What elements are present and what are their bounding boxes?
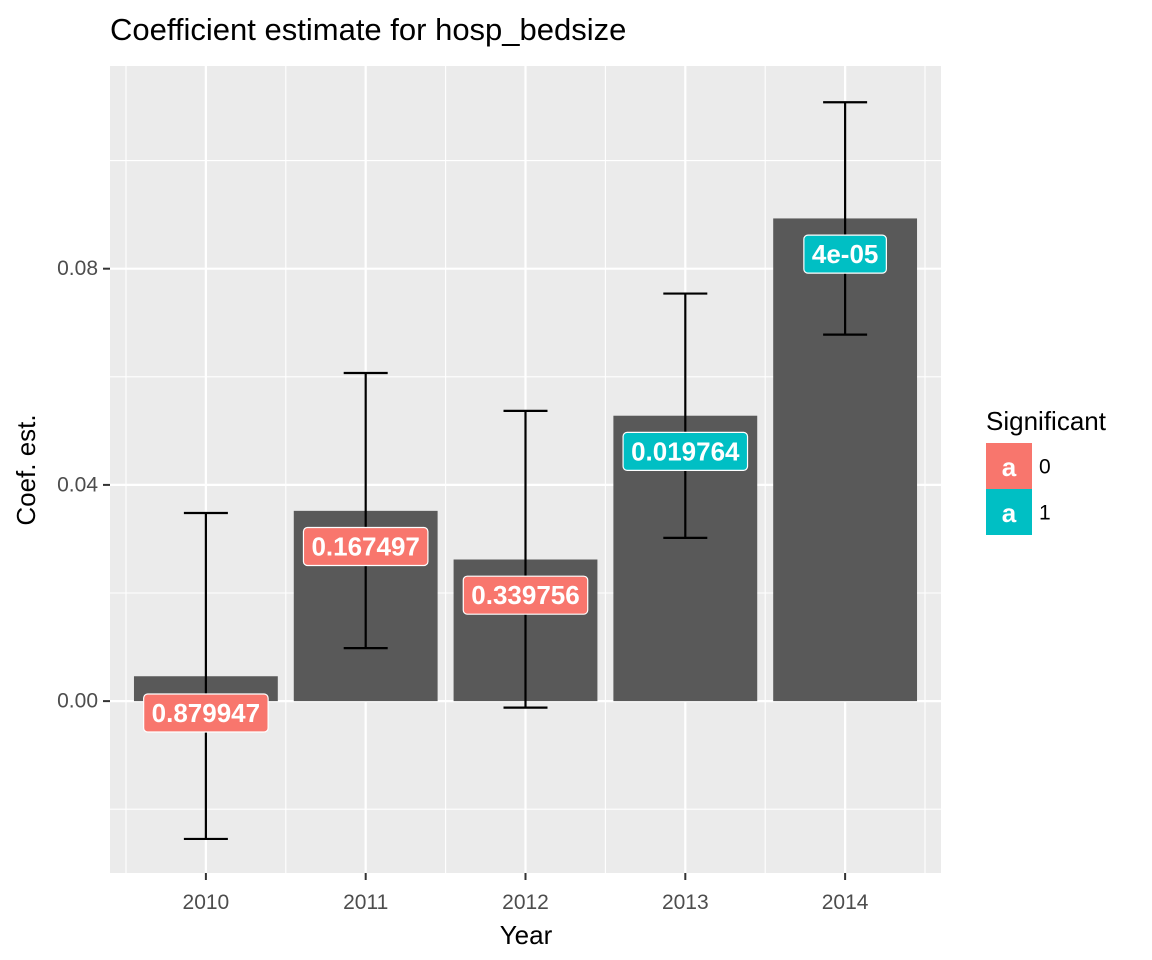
errorbar-series xyxy=(183,101,868,841)
data-label: 4e-05 xyxy=(803,234,887,274)
y-tick-label: 0.00 xyxy=(57,690,98,713)
x-tick-label: 2013 xyxy=(662,891,709,914)
legend-title: Significant xyxy=(986,406,1107,436)
legend: Significant a 0a 1 xyxy=(986,406,1107,535)
legend-key-glyph: a xyxy=(1002,452,1017,482)
data-label-box xyxy=(622,431,749,471)
errorbar xyxy=(343,371,388,650)
data-label-text: 0.019764 xyxy=(631,436,740,466)
legend-key-glyph: a xyxy=(1002,498,1017,528)
data-label: 0.879947 xyxy=(143,693,269,733)
data-label-box xyxy=(462,575,589,615)
data-label-box xyxy=(803,234,887,274)
errorbar xyxy=(183,511,228,841)
x-axis-title: Year xyxy=(500,920,553,950)
data-label-text: 4e-05 xyxy=(812,239,879,269)
data-label-text: 0.167497 xyxy=(311,532,419,562)
data-label-box xyxy=(143,693,269,733)
errorbar xyxy=(503,409,548,709)
chart-title: Coefficient estimate for hosp_bedsize xyxy=(110,12,626,47)
errorbar xyxy=(663,292,708,539)
x-tick-label: 2011 xyxy=(343,891,388,914)
data-label-text: 0.879947 xyxy=(152,698,260,728)
data-label-text: 0.339756 xyxy=(471,580,579,610)
errorbar xyxy=(823,101,868,336)
x-tick-label: 2014 xyxy=(822,891,869,914)
y-tick-label: 0.08 xyxy=(57,257,98,280)
legend-key xyxy=(986,443,1032,489)
legend-label: 0 xyxy=(1039,456,1051,479)
legend-key xyxy=(986,489,1032,535)
x-tick-label: 2012 xyxy=(502,891,549,914)
data-label-box xyxy=(302,526,429,567)
legend-label: 1 xyxy=(1039,502,1051,525)
data-label-series: 0.879947 0.167497 0.339756 0.019764 4e-05 xyxy=(143,234,887,733)
x-tick-label: 2010 xyxy=(183,891,230,914)
x-axis: 2010 2011 2012 2013 2014 xyxy=(183,873,869,914)
data-label: 0.339756 xyxy=(462,575,589,615)
data-label: 0.167497 xyxy=(302,526,429,567)
y-axis: 0.00 0.04 0.08 xyxy=(57,257,110,713)
y-tick-label: 0.04 xyxy=(57,473,98,496)
data-label: 0.019764 xyxy=(622,431,749,471)
y-axis-title: Coef. est. xyxy=(11,414,41,525)
